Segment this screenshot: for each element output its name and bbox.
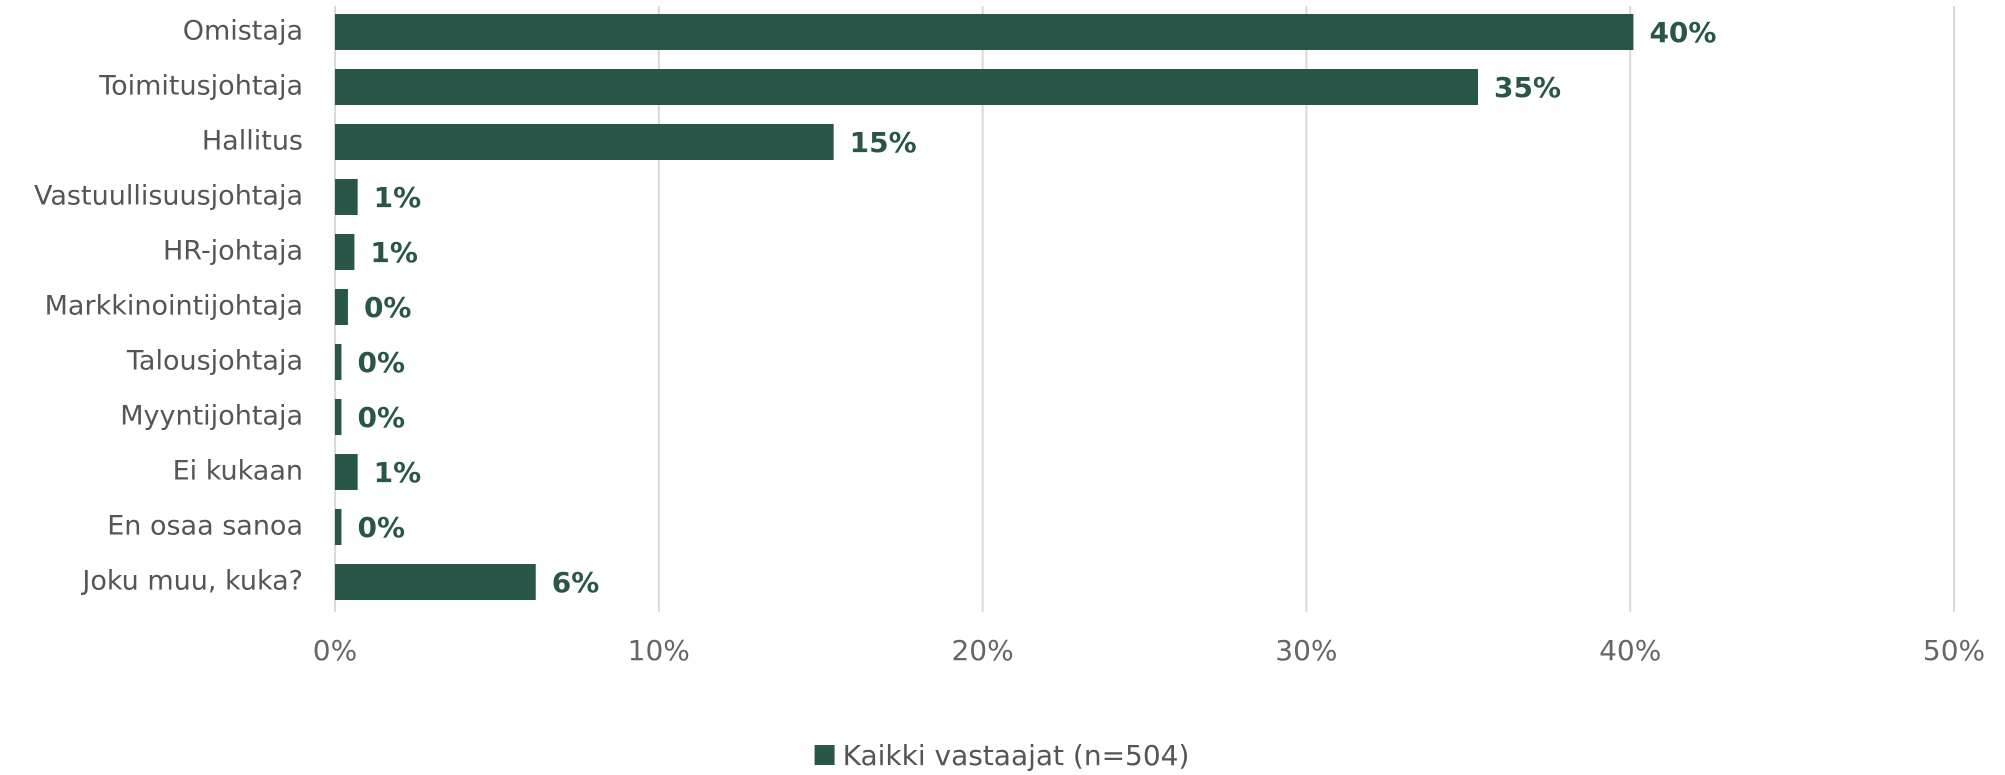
bar — [335, 69, 1479, 105]
data-label: 0% — [357, 511, 405, 544]
legend-label: Kaikki vastaajat (n=504) — [843, 739, 1190, 772]
x-tick-label: 40% — [1599, 634, 1661, 667]
x-tick-label: 50% — [1923, 634, 1985, 667]
data-label: 1% — [374, 456, 422, 489]
bar — [335, 289, 348, 325]
data-label: 40% — [1649, 16, 1716, 49]
y-tick-label: Joku muu, kuka? — [80, 566, 303, 597]
data-label: 0% — [357, 346, 405, 379]
y-tick-label: Ei kukaan — [173, 456, 303, 487]
x-tick-label: 20% — [951, 634, 1013, 667]
bar — [335, 564, 536, 600]
data-label: 1% — [374, 181, 422, 214]
y-tick-label: En osaa sanoa — [107, 511, 303, 542]
x-tick-label: 30% — [1275, 634, 1337, 667]
y-tick-label: Hallitus — [202, 126, 303, 157]
legend-swatch — [814, 745, 835, 765]
data-label: 1% — [370, 236, 418, 269]
bar — [335, 124, 834, 160]
data-label: 0% — [364, 291, 412, 324]
bar — [335, 344, 342, 380]
data-label: 35% — [1494, 71, 1561, 104]
y-tick-label: HR-johtaja — [163, 236, 303, 267]
x-tick-label: 0% — [313, 634, 357, 667]
bar — [335, 14, 1634, 50]
y-tick-label: Myyntijohtaja — [120, 401, 303, 432]
bar — [335, 509, 342, 545]
y-tick-label: Markkinointijohtaja — [45, 291, 303, 322]
bar — [335, 399, 342, 435]
bar — [335, 454, 358, 490]
y-tick-label: Toimitusjohtaja — [98, 71, 303, 102]
y-tick-label: Talousjohtaja — [126, 346, 303, 377]
bar — [335, 234, 355, 270]
data-label: 0% — [357, 401, 405, 434]
data-label: 15% — [850, 126, 917, 159]
data-label: 6% — [552, 566, 600, 599]
y-tick-label: Vastuullisuusjohtaja — [34, 181, 303, 212]
y-tick-label: Omistaja — [183, 16, 303, 47]
bar — [335, 179, 358, 215]
x-tick-label: 10% — [628, 634, 690, 667]
